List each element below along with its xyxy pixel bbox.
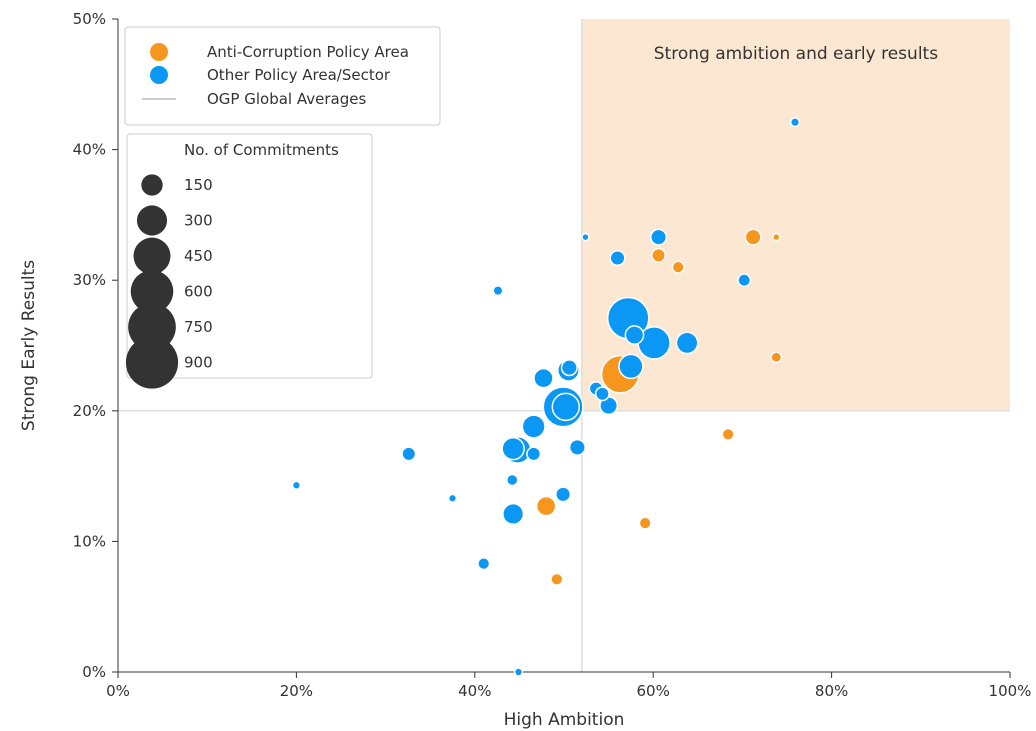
data-point-other — [477, 557, 491, 571]
data-point-anti-corruption — [651, 247, 667, 263]
data-point-anti-corruption — [721, 427, 735, 441]
y-tick-label: 0% — [82, 663, 106, 681]
data-point-other — [291, 480, 302, 490]
plot-area: Strong ambition and early results 0% 20% 40… — [19, 10, 1031, 730]
data-point-other — [501, 436, 525, 461]
data-point-other — [513, 667, 524, 677]
data-point-other — [447, 493, 458, 503]
size-legend-label: 600 — [184, 283, 213, 301]
size-legend: No. of Commitments 150 300 450 600 750 900 — [125, 133, 373, 389]
highlight-region-label: Strong ambition and early results — [654, 44, 938, 64]
legend-marker-other — [150, 66, 168, 84]
legend-label-global-average: OGP Global Averages — [207, 90, 366, 108]
size-legend-marker — [130, 270, 174, 313]
data-point-other — [506, 473, 519, 487]
data-point-other — [533, 367, 554, 389]
data-point-other — [401, 446, 417, 462]
data-point-anti-corruption — [550, 572, 564, 586]
size-legend-frame — [126, 133, 373, 379]
data-point-other — [568, 438, 586, 456]
size-legend-label: 750 — [184, 318, 213, 336]
data-point-other — [502, 502, 525, 526]
x-axis-label: High Ambition — [504, 710, 625, 730]
size-legend-label: 300 — [184, 212, 213, 230]
y-tick-label: 40% — [73, 141, 106, 159]
legend-label-other: Other Policy Area/Sector — [207, 66, 391, 84]
size-legend-marker — [133, 237, 171, 275]
data-point-other — [624, 325, 645, 345]
y-tick-label: 30% — [73, 271, 106, 289]
x-tick-label: 100% — [989, 682, 1032, 700]
data-point-other — [581, 232, 590, 242]
data-point-other — [594, 386, 610, 402]
legend-label-anti-corruption: Anti-Corruption Policy Area — [207, 43, 409, 61]
data-point-anti-corruption — [772, 232, 781, 242]
y-tick-label: 20% — [73, 402, 106, 420]
data-point-anti-corruption — [671, 260, 685, 274]
size-legend-label: 900 — [184, 354, 213, 372]
data-point-other — [737, 273, 752, 288]
color-legend-frame — [124, 26, 441, 126]
size-legend-marker — [128, 303, 176, 351]
data-point-anti-corruption — [744, 228, 762, 246]
data-point-anti-corruption — [770, 351, 783, 364]
size-legend-marker — [136, 205, 168, 236]
size-legend-title: No. of Commitments — [184, 141, 339, 159]
data-point-other — [560, 359, 578, 377]
x-tick-label: 40% — [458, 682, 491, 700]
size-legend-marker — [141, 174, 163, 196]
data-point-anti-corruption — [535, 495, 557, 517]
data-point-other — [675, 331, 699, 355]
data-point-other — [650, 228, 668, 246]
data-point-other — [618, 353, 644, 380]
data-point-other — [526, 446, 542, 462]
color-legend: Anti-Corruption Policy Area Other Policy… — [124, 26, 441, 126]
legend-marker-anti-corruption — [150, 43, 168, 61]
size-legend-marker — [125, 336, 179, 389]
data-point-anti-corruption — [638, 516, 652, 530]
x-tick-label: 80% — [815, 682, 848, 700]
data-point-other — [789, 117, 801, 128]
x-tick-label: 60% — [637, 682, 670, 700]
y-tick-label: 50% — [73, 10, 106, 28]
data-point-other — [521, 414, 546, 439]
y-tick-label: 10% — [73, 532, 106, 550]
y-axis-label: Strong Early Results — [19, 260, 39, 431]
x-tick-label: 0% — [106, 682, 130, 700]
data-point-other — [492, 285, 504, 297]
data-point-other — [551, 392, 581, 422]
x-tick-label: 20% — [280, 682, 313, 700]
size-legend-label: 450 — [184, 247, 213, 265]
data-point-other — [555, 486, 572, 503]
data-point-other — [609, 249, 626, 267]
size-legend-label: 150 — [184, 176, 213, 194]
